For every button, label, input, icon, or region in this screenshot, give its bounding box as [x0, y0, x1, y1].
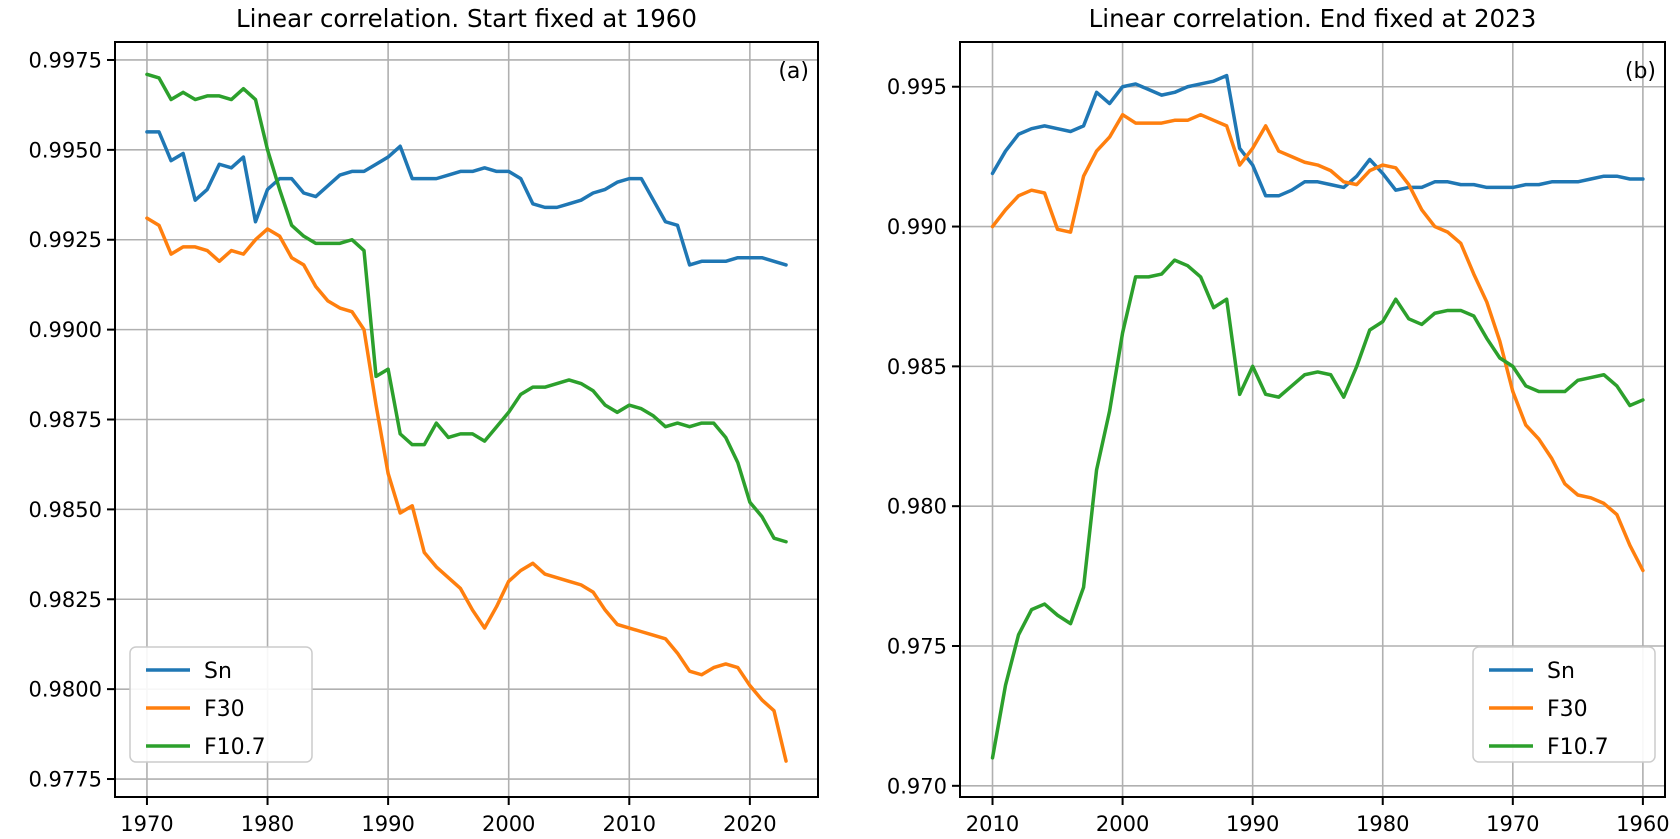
y-tick-label: 0.9925 [29, 228, 102, 252]
x-tick-label: 1970 [1486, 812, 1539, 836]
series-line-sn [145, 130, 788, 267]
series-line-f30 [145, 216, 788, 763]
x-tick-label: 1990 [361, 812, 414, 836]
series-line-sn [990, 73, 1645, 198]
series-line-f107 [145, 72, 788, 544]
y-tick-label: 0.975 [887, 635, 947, 659]
panel-title: Linear correlation. Start fixed at 1960 [236, 4, 697, 33]
legend: Sn F30 F10.7 [129, 646, 313, 763]
legend: Sn F30 F10.7 [1472, 646, 1656, 763]
tick-labels: 1970 1980 1990 2000 2010 2020 0.9775 0.9800 0.98… [29, 48, 777, 836]
x-tick-label: 1990 [1226, 812, 1279, 836]
x-tick-label: 2000 [482, 812, 535, 836]
legend-label: Sn [1547, 659, 1575, 684]
x-tick-label: 2000 [1096, 812, 1149, 836]
y-tick-label: 0.9875 [29, 408, 102, 432]
legend-item-sn: Sn [146, 659, 232, 684]
legend-label: Sn [204, 659, 232, 684]
panel-b: 2010 2000 1990 1980 1970 1960 0.970 0.975 0.980 0… [887, 4, 1670, 836]
series-line-f107 [990, 258, 1645, 760]
tick-labels: 2010 2000 1990 1980 1970 1960 0.970 0.975 0.980 0… [887, 75, 1670, 836]
panel-corner-label: (a) [778, 59, 809, 84]
x-tick-label: 1980 [241, 812, 294, 836]
y-tick-label: 0.9950 [29, 138, 102, 162]
x-tick-label: 2010 [603, 812, 656, 836]
panel-a: 1970 1980 1990 2000 2010 2020 0.9775 0.9800 0.98… [29, 4, 819, 836]
y-tick-label: 0.9800 [29, 678, 102, 702]
legend-item-sn: Sn [1489, 659, 1575, 684]
x-tick-label: 1970 [120, 812, 173, 836]
legend-box [129, 646, 313, 763]
y-tick-label: 0.9850 [29, 498, 102, 522]
tick-marks [952, 85, 1644, 805]
y-tick-label: 0.9775 [29, 768, 102, 792]
legend-item-f30: F30 [1489, 697, 1588, 722]
tick-marks [107, 58, 751, 805]
y-tick-label: 0.9975 [29, 48, 102, 72]
legend-item-f30: F30 [146, 697, 245, 722]
y-tick-label: 0.9825 [29, 588, 102, 612]
legend-box [1472, 646, 1656, 763]
x-tick-label: 1980 [1356, 812, 1409, 836]
series-line-f30 [990, 112, 1645, 573]
panel-corner-label: (b) [1625, 59, 1656, 84]
x-tick-label: 2020 [723, 812, 776, 836]
x-tick-label: 1960 [1616, 812, 1669, 836]
legend-label: F30 [1547, 697, 1588, 722]
y-tick-label: 0.980 [887, 495, 947, 519]
legend-label: F10.7 [1547, 735, 1609, 760]
legend-item-f107: F10.7 [1489, 735, 1609, 760]
panel-title: Linear correlation. End fixed at 2023 [1089, 4, 1537, 33]
x-tick-label: 2010 [966, 812, 1019, 836]
y-tick-label: 0.970 [887, 774, 947, 798]
y-tick-label: 0.9900 [29, 318, 102, 342]
legend-label: F10.7 [204, 735, 266, 760]
legend-item-f107: F10.7 [146, 735, 266, 760]
legend-label: F30 [204, 697, 245, 722]
y-tick-label: 0.985 [887, 355, 947, 379]
axes-spines [959, 41, 1666, 798]
y-tick-label: 0.995 [887, 75, 947, 99]
y-tick-label: 0.990 [887, 215, 947, 239]
